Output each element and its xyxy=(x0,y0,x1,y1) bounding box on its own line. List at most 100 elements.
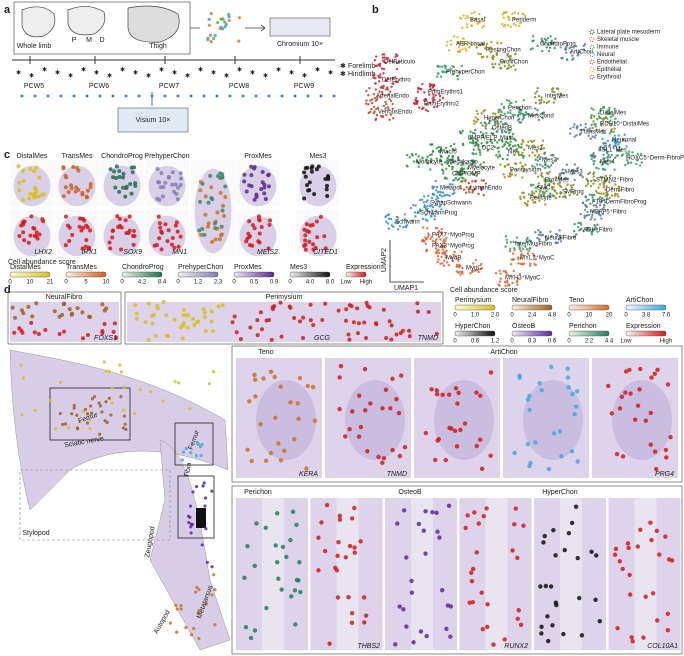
spot xyxy=(423,509,428,514)
spot xyxy=(597,186,600,189)
spot xyxy=(127,214,132,219)
spot xyxy=(497,110,501,113)
spot xyxy=(258,310,263,315)
spot xyxy=(84,238,89,243)
cluster-label: Megakaryo xyxy=(448,160,478,166)
marker: ✱ xyxy=(185,73,190,80)
spot xyxy=(577,595,582,601)
spot xyxy=(301,315,306,320)
spot xyxy=(506,279,509,283)
spot xyxy=(518,121,521,124)
marker: ✱ xyxy=(224,73,229,80)
spot xyxy=(532,201,535,204)
spot xyxy=(608,155,612,159)
spot xyxy=(112,169,117,174)
spot xyxy=(29,320,34,325)
spot xyxy=(558,181,562,184)
spot xyxy=(453,142,456,146)
spot xyxy=(490,40,493,44)
spot xyxy=(227,15,231,19)
spot xyxy=(554,37,557,41)
spot xyxy=(517,256,520,259)
spot xyxy=(532,139,536,142)
tick-label: 7.6 xyxy=(662,313,671,319)
spot xyxy=(133,183,138,188)
spot xyxy=(344,307,349,312)
spot xyxy=(518,106,521,110)
spot xyxy=(227,18,231,23)
spot xyxy=(478,21,481,24)
spot xyxy=(21,178,26,183)
spot xyxy=(438,205,441,208)
cluster-label: DC2 xyxy=(482,146,495,152)
spot xyxy=(623,369,629,374)
spot xyxy=(311,242,316,247)
spot xyxy=(509,263,513,266)
spot xyxy=(617,189,621,192)
spot xyxy=(552,41,556,44)
spot xyxy=(481,134,484,137)
spot xyxy=(559,93,562,97)
label: UMAP1 xyxy=(394,285,418,292)
spot xyxy=(521,118,524,121)
spot xyxy=(138,387,142,391)
spot xyxy=(449,182,452,186)
spot xyxy=(649,537,654,543)
spot xyxy=(390,376,395,381)
spot xyxy=(416,212,420,215)
spot xyxy=(376,454,381,460)
spot xyxy=(320,318,325,323)
spot xyxy=(541,540,546,545)
spot xyxy=(456,265,459,268)
spot xyxy=(31,192,36,197)
spot xyxy=(452,35,456,38)
spot xyxy=(444,161,447,164)
spot xyxy=(441,70,444,73)
spot xyxy=(476,118,480,121)
spot xyxy=(479,590,484,595)
spot xyxy=(613,156,617,159)
spot xyxy=(263,525,268,531)
spot xyxy=(325,183,330,188)
spot xyxy=(378,64,382,68)
spot xyxy=(180,458,184,462)
spot xyxy=(110,235,115,240)
spot xyxy=(455,170,458,173)
spot xyxy=(355,331,360,336)
spot xyxy=(323,301,328,306)
spot xyxy=(539,101,543,104)
spot xyxy=(352,545,357,550)
spot xyxy=(625,151,628,155)
spot xyxy=(356,434,362,439)
spot xyxy=(509,111,512,115)
spot xyxy=(614,137,617,140)
spot xyxy=(204,602,209,606)
bone xyxy=(523,380,583,460)
spot xyxy=(586,210,589,214)
spot xyxy=(337,513,343,519)
spot xyxy=(589,130,593,133)
spot xyxy=(423,195,426,198)
spot xyxy=(172,317,177,322)
spot xyxy=(469,570,474,575)
spot xyxy=(376,64,379,67)
spot xyxy=(533,262,536,266)
spot xyxy=(170,182,175,187)
colorbar xyxy=(345,271,367,278)
spot xyxy=(485,132,488,135)
spot xyxy=(429,160,433,164)
spot xyxy=(543,194,546,198)
spot xyxy=(429,168,432,171)
spot xyxy=(531,198,534,202)
spot xyxy=(570,45,573,49)
spot xyxy=(496,119,499,123)
marker: ✱ xyxy=(81,67,86,74)
spot xyxy=(529,139,533,143)
spot xyxy=(494,62,497,66)
spot xyxy=(156,214,161,219)
spot xyxy=(482,24,486,27)
spot xyxy=(575,125,579,129)
spot xyxy=(202,481,206,485)
spot xyxy=(657,552,662,557)
spot xyxy=(274,511,280,516)
